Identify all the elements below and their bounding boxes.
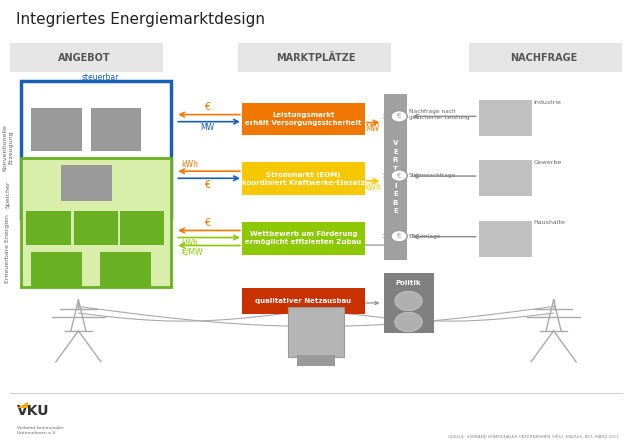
Text: €/MW: €/MW [181,247,203,256]
FancyBboxPatch shape [297,355,316,366]
Text: Leistungsmarkt
erhält Versorgungssicherheit: Leistungsmarkt erhält Versorgungssicherh… [245,112,362,126]
Text: qualitativer Netzausbau: qualitativer Netzausbau [255,298,352,304]
Circle shape [391,111,407,122]
FancyBboxPatch shape [32,109,82,151]
FancyBboxPatch shape [120,211,164,245]
Text: MW: MW [365,124,379,134]
Text: Stromnachfrage: Stromnachfrage [408,173,456,178]
FancyBboxPatch shape [26,211,71,245]
Text: VKU: VKU [17,404,50,418]
FancyBboxPatch shape [384,94,407,260]
FancyBboxPatch shape [242,162,365,195]
FancyBboxPatch shape [479,101,532,136]
Text: €: € [204,180,210,190]
FancyBboxPatch shape [384,273,433,333]
FancyBboxPatch shape [242,222,365,255]
Polygon shape [17,401,28,408]
Text: Gewerbe: Gewerbe [534,160,562,165]
FancyBboxPatch shape [316,355,335,366]
Text: Speicher: Speicher [5,180,10,207]
FancyBboxPatch shape [100,252,151,288]
Circle shape [391,170,407,182]
Text: Haushalte: Haushalte [534,220,566,225]
Text: NACHFRAGE: NACHFRAGE [510,53,578,63]
Text: Wettbewerb um Förderung
ermöglicht effizienten Zubau: Wettbewerb um Förderung ermöglicht effiz… [245,231,362,246]
Text: kWh: kWh [181,160,198,169]
Text: Ausbauziele: Ausbauziele [307,238,343,243]
FancyBboxPatch shape [32,252,82,288]
Text: Integriertes Energiemarktdesign: Integriertes Energiemarktdesign [16,12,265,28]
Text: ANGEBOT: ANGEBOT [59,53,111,63]
Text: €: € [204,218,210,228]
Text: steuerbar: steuerbar [82,73,119,82]
FancyBboxPatch shape [242,103,365,135]
FancyBboxPatch shape [469,44,622,72]
Text: Strommarkt (EOM)
koordiniert Kraftwerke-Einsatz: Strommarkt (EOM) koordiniert Kraftwerke-… [242,172,365,186]
FancyBboxPatch shape [242,287,365,315]
Text: regulatorische
Rahmenbedingungen: regulatorische Rahmenbedingungen [282,290,345,301]
Text: QUELLE: VERBAND KOMMUNALER UNTERNEHMEN (VKU), ENERVS, BET, MÄRZ 2013: QUELLE: VERBAND KOMMUNALER UNTERNEHMEN (… [449,435,619,439]
FancyBboxPatch shape [9,44,163,72]
Circle shape [395,291,422,311]
FancyBboxPatch shape [479,221,532,257]
FancyBboxPatch shape [91,109,141,151]
Text: kWh: kWh [364,183,381,192]
Text: V
E
R
T
R
I
E
B
E: V E R T R I E B E [392,140,398,214]
Text: €: € [397,173,401,178]
Text: Industrie: Industrie [534,100,561,105]
Text: Politik: Politik [396,280,421,286]
Circle shape [395,312,422,332]
FancyBboxPatch shape [74,211,118,245]
FancyBboxPatch shape [61,165,112,201]
Text: €: € [397,113,401,119]
Circle shape [391,231,407,242]
Text: Konventionelle
Erzeugung: Konventionelle Erzeugung [3,124,13,171]
Text: kWh: kWh [181,239,198,248]
Text: €: € [204,102,210,112]
Text: MW: MW [200,123,214,133]
FancyBboxPatch shape [21,158,171,287]
Text: EE-Umlage: EE-Umlage [408,234,441,239]
FancyBboxPatch shape [288,307,344,357]
Text: MARKTPLÄTZE: MARKTPLÄTZE [276,53,356,63]
Text: €: € [397,233,401,239]
Text: Nachfrage nach
gesicherter Leistung: Nachfrage nach gesicherter Leistung [408,109,469,120]
Text: Verband kommunaler
Unternehmen e.V.: Verband kommunaler Unternehmen e.V. [17,426,64,435]
FancyBboxPatch shape [479,160,532,196]
FancyBboxPatch shape [238,44,391,72]
Text: Erneuerbare Energien: Erneuerbare Energien [5,214,10,283]
